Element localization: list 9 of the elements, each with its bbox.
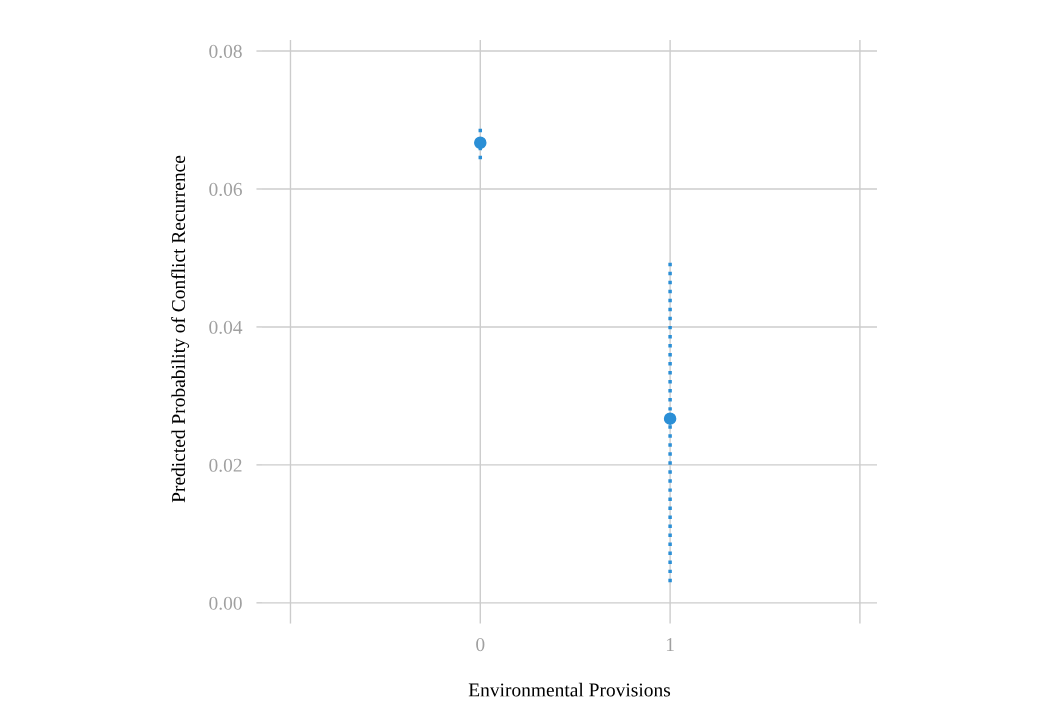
y-tick-label: 0.02 (209, 458, 242, 472)
x-tick-label: 0 (476, 638, 485, 652)
y-tick-label: 0.04 (209, 320, 243, 334)
x-tick-label: 1 (666, 638, 674, 651)
y-tick-label: 0.08 (209, 44, 242, 59)
x-axis-title: Environmental Provisions (468, 682, 671, 697)
y-tick-label: 0.06 (209, 182, 242, 197)
y-axis-title: Predicted Probability of Conflict Recurrence (171, 155, 190, 503)
y-tick-label: 0.00 (209, 596, 242, 610)
